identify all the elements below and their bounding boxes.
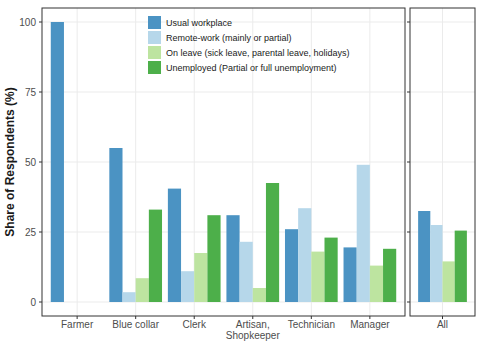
legend-label: Unemployed (Partial or full unemployment… [166,63,337,73]
bar [430,225,442,302]
bar [51,22,64,302]
bar [194,253,207,302]
y-tick [39,22,42,23]
y-tick-label: 100 [19,17,36,28]
y-tick [407,162,410,163]
legend-key [148,16,161,29]
grid-line [42,232,405,233]
bar [344,247,357,302]
panel-frame [410,8,475,316]
y-tick [407,232,410,233]
chart-root: 0 25 50 75 100 Farmer Blue collar Clerk Artisan,… [0,0,478,342]
x-tick-label: Blue collar [112,319,159,330]
y-axis-title: Share of Respondents (%) [3,87,17,236]
legend-label: On leave (sick leave, parental leave, ho… [166,48,350,58]
bar [383,249,396,302]
grid-line-x [77,8,78,316]
x-tick-label: Farmer [61,319,94,330]
bar [240,242,253,302]
grid-line-x [135,8,136,316]
y-tick [407,22,410,23]
bar [298,208,311,302]
bar [266,183,279,302]
bars [418,211,467,302]
bar [136,278,149,302]
bar [181,271,194,302]
bar [324,238,337,302]
bar [311,252,324,302]
y-tick-label: 25 [25,227,37,238]
y-tick [407,302,410,303]
bar [168,189,181,302]
bar [109,148,122,302]
bar [207,215,220,302]
bar [357,165,370,302]
bar [64,302,77,303]
y-tick [407,92,410,93]
bar [253,288,266,302]
legend-key [148,46,161,59]
y-tick [39,302,42,303]
x-tick-label-line: Shopkeeper [226,330,281,341]
bar [443,261,455,302]
panel: 0 25 50 75 100 Farmer Blue collar Clerk Artisan,… [3,8,405,341]
plot-background [42,8,405,316]
y-tick [39,232,42,233]
legend: Usual workplace Remote-work (mainly or pa… [148,16,350,74]
bars [51,22,396,302]
y-tick-label: 50 [25,157,37,168]
legend-label: Remote-work (mainly or partial) [166,33,292,43]
y-tick [39,162,42,163]
bar [418,211,430,302]
y-tick-label: 75 [25,87,37,98]
x-tick-label: Artisan,Shopkeeper [226,319,281,341]
grid-line [42,162,405,163]
x-tick-label-line: Artisan, [236,319,270,330]
y-tick-label: 0 [30,297,36,308]
bar [77,302,90,303]
bar [123,292,136,302]
bar [285,229,298,302]
bar [149,210,162,302]
x-tick-label: Clerk [183,319,207,330]
plot-background [410,8,475,316]
x-tick-label: All [437,319,448,330]
bar [455,231,467,302]
x-tick-label: Manager [350,319,390,330]
panel: All [407,8,475,330]
bar [90,302,103,303]
bar [226,215,239,302]
bar [370,266,383,302]
legend-key [148,61,161,74]
grid-line [42,92,405,93]
legend-label: Usual workplace [166,18,232,28]
y-tick [39,92,42,93]
panel-frame [42,8,405,316]
legend-key [148,31,161,44]
x-tick-label: Technician [288,319,335,330]
